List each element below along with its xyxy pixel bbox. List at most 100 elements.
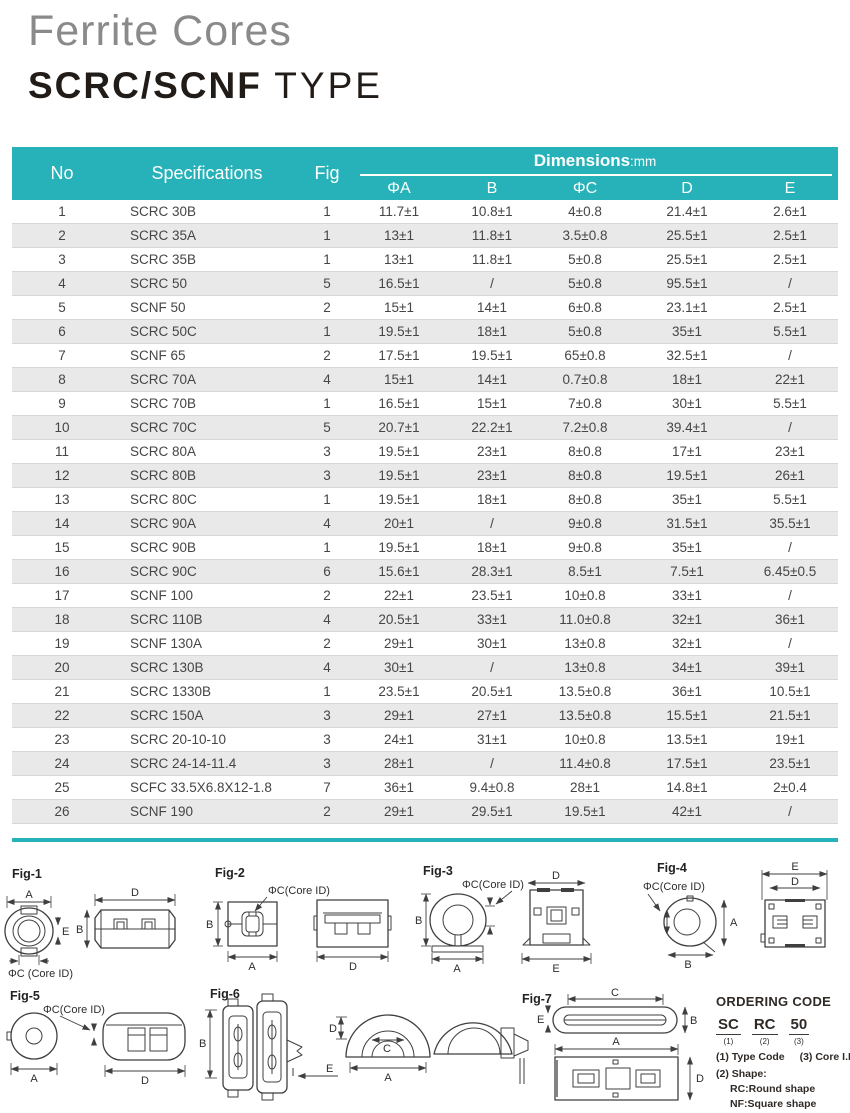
- cell-fig: 4: [323, 660, 331, 675]
- fig7-dim-d: D: [687, 1056, 704, 1101]
- fig3-inner-dim: [485, 897, 495, 935]
- cell-specification: SCRC 35A: [130, 228, 197, 243]
- fig3-dim-a: A: [431, 953, 484, 975]
- cell-dim-a: 30±1: [384, 660, 414, 675]
- dim-label-d: D: [131, 887, 139, 899]
- cell-dim-d: 30±1: [672, 396, 702, 411]
- dimensions-underline: [360, 174, 832, 176]
- cell-no: 21: [54, 684, 70, 699]
- cell-specification: SCRC 24-14-11.4: [130, 756, 237, 771]
- cell-dim-b: 23.5±1: [471, 588, 513, 603]
- fig-3-drawing: Fig-3 ΦC(Core ID) B: [415, 864, 592, 975]
- ordering-code-parts: SC (1) RC (2) 50 (3): [716, 1017, 848, 1046]
- cell-dim-a: 20.7±1: [378, 420, 420, 435]
- cell-no: 19: [54, 636, 70, 651]
- table-row: 19 SCNF 130A 2 29±1 30±1 13±0.8 32±1 /: [12, 632, 838, 656]
- cell-dim-d: 13.5±1: [666, 732, 708, 747]
- cell-dim-d: 17±1: [672, 444, 702, 459]
- cell-specification: SCRC 50C: [130, 324, 197, 339]
- dim-label-d: D: [329, 1023, 337, 1035]
- core-id-label: ΦC(Core ID): [268, 885, 330, 897]
- ordering-part-3-code: 50: [788, 1016, 810, 1035]
- ordering-part-2-code: RC: [751, 1016, 778, 1035]
- cell-specification: SCNF 190: [130, 804, 194, 819]
- cell-dim-c: 11.0±0.8: [559, 612, 611, 627]
- cell-dim-b: 14±1: [477, 372, 507, 387]
- table-row: 18 SCRC 110B 4 20.5±1 33±1 11.0±0.8 32±1…: [12, 608, 838, 632]
- cell-no: 4: [58, 276, 66, 291]
- cell-dim-a: 23.5±1: [378, 684, 420, 699]
- fig6-dim-b: B: [199, 1009, 217, 1079]
- cell-dim-b: 18±1: [477, 324, 507, 339]
- cell-dim-d: 19.5±1: [666, 468, 708, 483]
- cell-dim-a: 19.5±1: [378, 324, 420, 339]
- fig-3-label: Fig-3: [423, 864, 453, 878]
- cell-no: 17: [54, 588, 70, 603]
- table-row: 25 SCFC 33.5X6.8X12-1.8 7 36±1 9.4±0.8 2…: [12, 776, 838, 800]
- cell-no: 24: [54, 756, 70, 771]
- table-row: 7 SCNF 65 2 17.5±1 19.5±1 65±0.8 32.5±1 …: [12, 344, 838, 368]
- cell-fig: 1: [323, 324, 331, 339]
- cell-specification: SCNF 65: [130, 348, 186, 363]
- table-header: No Specifications Fig Dimensions:mm ΦA B…: [12, 147, 838, 200]
- ordering-code-title: ORDERING CODE: [716, 994, 832, 1009]
- dim-label-a: A: [25, 889, 33, 901]
- dim-label-a: A: [384, 1072, 392, 1084]
- cell-dim-a: 19.5±1: [378, 444, 420, 459]
- cell-no: 14: [54, 516, 70, 531]
- cell-no: 6: [58, 324, 66, 339]
- ordering-part-3: 50 (3): [788, 1016, 810, 1046]
- cell-dim-c: 9±0.8: [568, 540, 602, 555]
- cell-dim-e: 5.5±1: [773, 492, 807, 507]
- cell-no: 9: [58, 396, 66, 411]
- cell-specification: SCRC 70C: [130, 420, 197, 435]
- fig6-assembly-view: [222, 993, 303, 1101]
- dim-label-d: D: [552, 870, 560, 882]
- cell-dim-e: 6.45±0.5: [763, 564, 817, 579]
- fig3-side-view: [522, 888, 591, 946]
- cell-dim-a: 11.7±1: [378, 204, 420, 219]
- cell-dim-e: 2.5±1: [773, 252, 807, 267]
- fig6-arch-clip-view: [433, 1022, 529, 1084]
- cell-dim-d: 32±1: [672, 612, 702, 627]
- fig2-dim-d: D: [316, 951, 389, 973]
- cell-dim-e: 2.5±1: [773, 300, 807, 315]
- cell-no: 1: [58, 204, 66, 219]
- cell-fig: 6: [323, 564, 331, 579]
- fig7-dim-e: E: [537, 1005, 551, 1033]
- cell-no: 15: [54, 540, 70, 555]
- ordering-note-shape: (2) Shape:: [716, 1067, 767, 1080]
- fig-4-label: Fig-4: [657, 861, 687, 875]
- cell-specification: SCFC 33.5X6.8X12-1.8: [130, 780, 272, 795]
- cell-dim-e: /: [788, 420, 792, 435]
- table-row: 4 SCRC 50 5 16.5±1 / 5±0.8 95.5±1 /: [12, 272, 838, 296]
- cell-dim-b: 11.8±1: [471, 252, 513, 267]
- cell-fig: 1: [323, 684, 331, 699]
- fig4-dim-a: A: [721, 899, 738, 947]
- cell-dim-a: 15±1: [384, 300, 414, 315]
- cell-dim-c: 13.5±0.8: [558, 708, 612, 723]
- core-id-leader: [495, 890, 513, 905]
- page-header: Ferrite Cores SCRC/SCNF TYPE: [28, 7, 383, 107]
- cell-no: 10: [54, 420, 70, 435]
- ordering-note-type-code: (1) Type Code: [716, 1050, 785, 1063]
- cell-dim-e: 2±0.4: [773, 780, 807, 795]
- fig-5-drawing: Fig-5 ΦC(Core ID) A: [6, 989, 186, 1087]
- cell-fig: 3: [323, 444, 331, 459]
- cell-dim-e: 35.5±1: [769, 516, 811, 531]
- cell-dim-b: 18±1: [477, 492, 507, 507]
- fig-6-label: Fig-6: [210, 987, 240, 1001]
- cell-dim-d: 32.5±1: [666, 348, 708, 363]
- table-bottom-rule: [12, 838, 838, 842]
- cell-dim-a: 16.5±1: [378, 276, 420, 291]
- table-row: 9 SCRC 70B 1 16.5±1 15±1 7±0.8 30±1 5.5±…: [12, 392, 838, 416]
- cell-no: 23: [54, 732, 70, 747]
- cell-dim-b: 10.8±1: [471, 204, 513, 219]
- col-header-no: No: [50, 163, 74, 183]
- col-header-phi-a: ΦA: [387, 179, 411, 197]
- dim-label-d: D: [349, 961, 357, 973]
- cell-no: 8: [58, 372, 66, 387]
- cell-dim-b: /: [490, 756, 494, 771]
- cell-specification: SCRC 90C: [130, 564, 197, 579]
- fig-6-drawing: Fig-6 B: [199, 987, 529, 1101]
